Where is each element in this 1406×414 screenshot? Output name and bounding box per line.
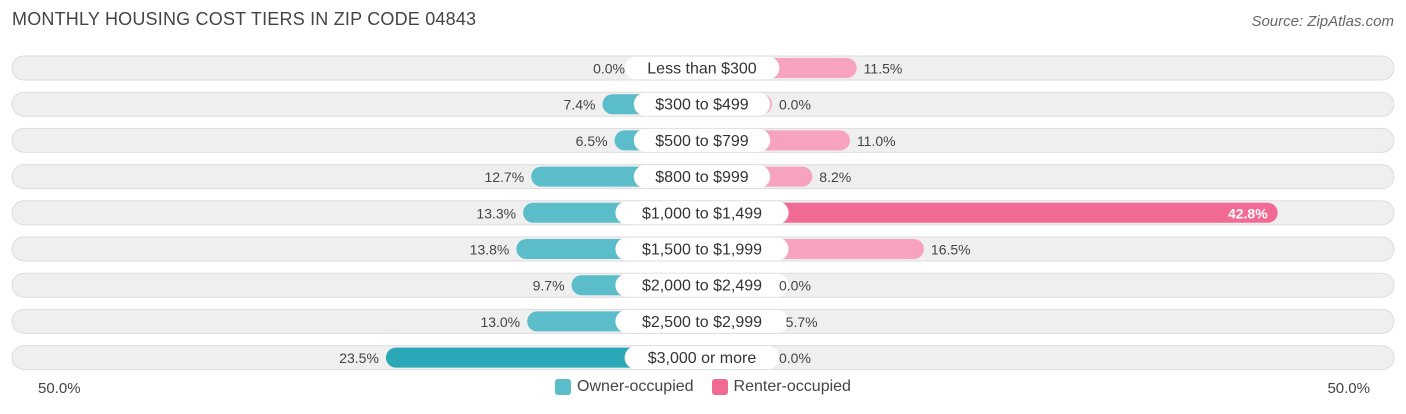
owner-value-label: 13.0% [480, 314, 520, 330]
owner-value-label: 13.8% [470, 242, 510, 258]
category-label: $2,500 to $2,999 [642, 314, 762, 331]
legend-label-owner: Owner-occupied [577, 378, 694, 395]
category-label: $1,500 to $1,999 [642, 242, 762, 259]
category-label: Less than $300 [647, 61, 757, 78]
category-label: $1,000 to $1,499 [642, 205, 762, 222]
category-pill [633, 92, 771, 116]
category-pill [615, 201, 789, 225]
category-pill [633, 165, 771, 189]
renter-value-label: 11.5% [864, 61, 903, 77]
renter-value-label: 5.7% [786, 314, 818, 330]
category-label: $300 to $499 [655, 97, 749, 114]
renter-value-label: 0.0% [779, 97, 811, 113]
renter-value-label: 16.5% [931, 242, 971, 258]
category-label: $500 to $799 [655, 133, 749, 150]
renter-value-label: 0.0% [779, 350, 811, 366]
category-pill [624, 346, 780, 370]
owner-value-label: 9.7% [533, 278, 565, 294]
chart-source: Source: ZipAtlas.com [1251, 13, 1394, 30]
chart-title: MONTHLY HOUSING COST TIERS IN ZIP CODE 0… [12, 9, 477, 29]
category-pill [633, 128, 771, 152]
category-pill [615, 309, 789, 333]
axis-left-label: 50.0% [38, 380, 81, 397]
category-label: $800 to $999 [655, 169, 749, 186]
legend-swatch-owner [555, 379, 572, 395]
legend: Owner-occupied Renter-occupied [0, 378, 1406, 396]
legend-item-owner: Owner-occupied [555, 378, 694, 396]
owner-bar [385, 347, 702, 368]
category-pill [624, 56, 780, 80]
renter-value-label: 42.8% [1228, 205, 1268, 221]
axis-right-label: 50.0% [1327, 380, 1370, 397]
owner-value-label: 7.4% [564, 97, 596, 113]
legend-label-renter: Renter-occupied [733, 378, 851, 395]
owner-value-label: 13.3% [476, 205, 516, 221]
renter-value-label: 0.0% [779, 278, 811, 294]
renter-value-label: 8.2% [819, 169, 851, 185]
category-label: $2,000 to $2,499 [642, 278, 762, 295]
category-label: $3,000 or more [648, 350, 757, 367]
category-pill [615, 237, 789, 261]
owner-value-label: 0.0% [593, 61, 625, 77]
legend-swatch-renter [711, 379, 728, 395]
legend-item-renter: Renter-occupied [711, 378, 851, 396]
renter-value-label: 11.0% [857, 133, 896, 149]
owner-value-label: 12.7% [484, 169, 524, 185]
category-pill [615, 273, 789, 297]
renter-bar [702, 202, 1278, 223]
owner-value-label: 23.5% [339, 350, 379, 366]
owner-value-label: 6.5% [576, 133, 608, 149]
